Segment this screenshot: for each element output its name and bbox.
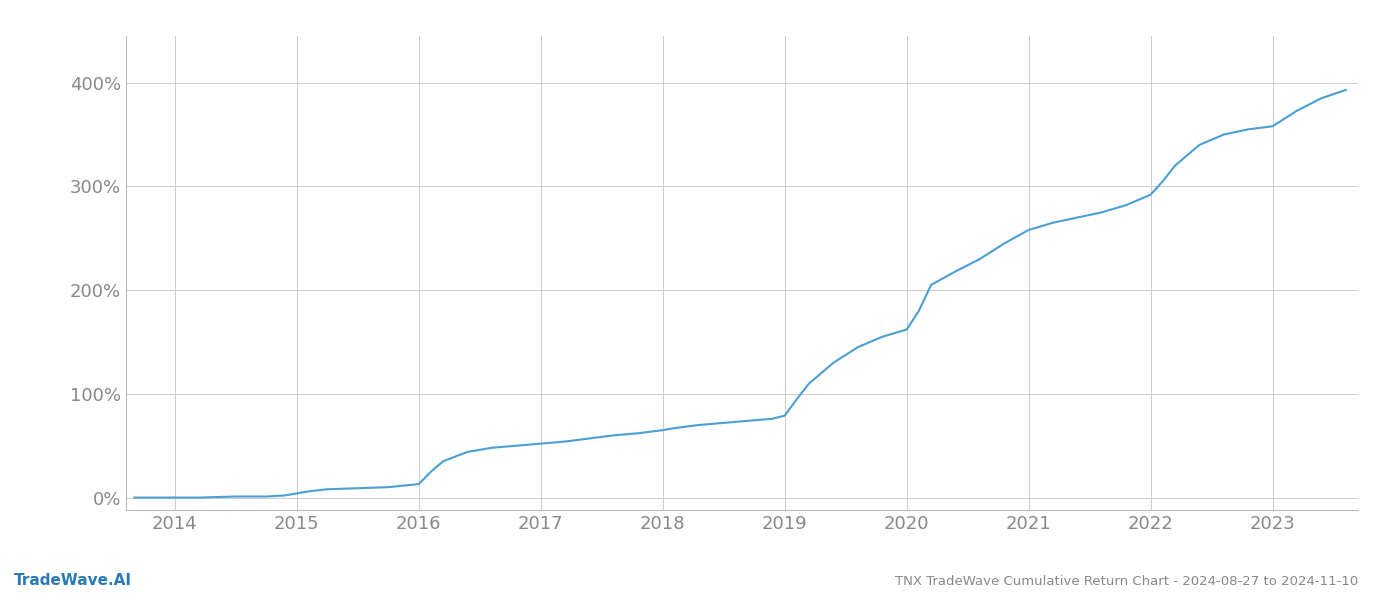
Text: TradeWave.AI: TradeWave.AI bbox=[14, 573, 132, 588]
Text: TNX TradeWave Cumulative Return Chart - 2024-08-27 to 2024-11-10: TNX TradeWave Cumulative Return Chart - … bbox=[895, 575, 1358, 588]
